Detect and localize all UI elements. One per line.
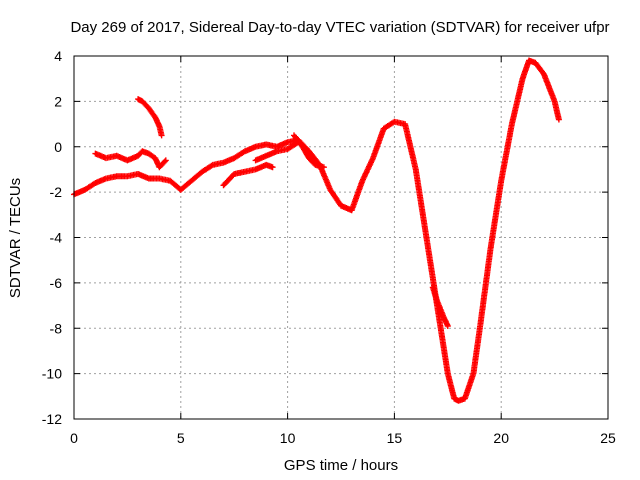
y-tick-label: -12 — [42, 411, 62, 427]
data-point — [269, 164, 276, 171]
series-trace-8-10h — [252, 139, 302, 164]
chart-title: Day 269 of 2017, Sidereal Day-to-day VTE… — [70, 19, 609, 36]
data-point — [158, 132, 165, 139]
y-tick-label: 0 — [54, 139, 62, 155]
series-trace-17h — [429, 284, 451, 329]
axis-ticks: 0 5 10 15 20 25 -12 -10 -8 -6 -4 -2 0 2 4 — [42, 48, 616, 446]
y-tick-label: 2 — [54, 93, 62, 109]
data-marks — [71, 57, 562, 404]
x-tick-label: 5 — [177, 430, 185, 446]
x-tick-label: 20 — [493, 430, 509, 446]
x-tick-label: 10 — [280, 430, 296, 446]
data-point — [162, 157, 169, 164]
data-point — [444, 323, 451, 329]
y-tick-label: -4 — [50, 230, 63, 246]
data-point — [555, 116, 562, 123]
y-tick-label: -10 — [42, 366, 62, 382]
x-tick-label: 15 — [387, 430, 403, 446]
series-trace-7-9h — [220, 161, 276, 189]
series-trace-main — [71, 57, 562, 404]
grid-lines — [74, 56, 608, 419]
data-point — [161, 158, 168, 165]
plot-frame — [73, 55, 609, 420]
y-tick-label: 4 — [54, 48, 62, 64]
x-axis-label: GPS time / hours — [284, 457, 398, 474]
x-tick-label: 0 — [70, 430, 78, 446]
y-tick-label: -6 — [50, 275, 63, 291]
series-trace-arc-3h — [135, 96, 165, 139]
series-trace-upper-early — [92, 148, 169, 171]
y-tick-label: -8 — [50, 320, 63, 336]
x-tick-label: 25 — [600, 430, 616, 446]
data-point — [320, 164, 327, 171]
series-trace-10-12h — [291, 132, 327, 171]
y-axis-label: SDTVAR / TECUs — [7, 178, 24, 298]
y-tick-label: -2 — [50, 184, 63, 200]
